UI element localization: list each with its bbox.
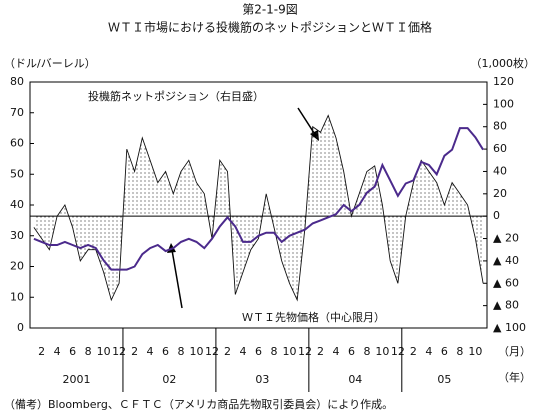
y-tick-label: 30 (10, 229, 24, 242)
x-tick-label: 2 (317, 345, 324, 358)
y2-tick-label: 40 (493, 164, 507, 177)
x-tick-label: 12 (205, 345, 219, 358)
x-tick-label: 12 (298, 345, 312, 358)
y2-tick-label: 100 (493, 97, 514, 110)
x-tick-label: 4 (425, 345, 432, 358)
x-tick-label: 8 (363, 345, 370, 358)
y-tick-label: 20 (10, 260, 24, 273)
note: （備考）Bloomberg、ＣＦＴＣ（アメリカ商品先物取引委員会）により作成。 (4, 397, 393, 411)
x-tick-label: 2 (131, 345, 138, 358)
x-tick-label: 6 (69, 345, 76, 358)
series-line (33, 114, 484, 302)
y2-tick-label: 60 (493, 142, 507, 155)
group-label: 04 (348, 373, 362, 386)
x-tick-label: 12 (112, 345, 126, 358)
y-tick-label: 70 (10, 106, 24, 119)
x-tick-label: 12 (391, 345, 405, 358)
x-tick-label: 6 (441, 345, 448, 358)
group-unit: （年） (498, 370, 531, 384)
annotation: ＷＴＩ先物価格（中心限月） (242, 310, 385, 324)
x-tick-label: 4 (54, 345, 61, 358)
x-tick-label: 10 (468, 345, 482, 358)
x-tick-label: 8 (85, 345, 92, 358)
arrow (171, 249, 183, 309)
position-area (33, 115, 484, 300)
group-label: 2001 (62, 373, 90, 386)
x-tick-label: 2 (224, 345, 231, 358)
y2-tick-label: ▲ 60 (493, 276, 519, 289)
annotation: 投機筋ネットポジション（右目盛） (88, 89, 264, 103)
x-tick-label: 6 (348, 345, 355, 358)
y2-tick-label: ▲ 40 (493, 254, 519, 267)
y2-tick-label: 120 (493, 75, 514, 88)
y-tick-label: 50 (10, 167, 24, 180)
y-tick-label: 40 (10, 198, 24, 211)
x-tick-label: 8 (270, 345, 277, 358)
x-tick-label: 6 (162, 345, 169, 358)
y-axis-label: （ドル/バーレル） (4, 57, 96, 70)
y-tick-label: 10 (10, 290, 24, 303)
group-label: 02 (162, 373, 176, 386)
x-tick-label: 4 (332, 345, 339, 358)
x-tick-label: 2 (38, 345, 45, 358)
x-tick-label: 4 (147, 345, 154, 358)
y2-tick-label: ▲ 80 (493, 299, 519, 312)
y2-tick-label: 80 (493, 120, 507, 133)
x-tick-label: 4 (240, 345, 247, 358)
x-tick-label: 8 (178, 345, 185, 358)
chart-subtitle: ＷＴＩ市場における投機筋のネットポジションとＷＴＩ価格 (108, 20, 432, 35)
x-tick-label: 8 (456, 345, 463, 358)
y-tick-label: 0 (17, 321, 24, 334)
x-tick-label: 2 (410, 345, 417, 358)
y2-tick-label: ▲ 100 (493, 321, 526, 334)
x-tick-label: 10 (282, 345, 296, 358)
x-tick-label: 10 (375, 345, 389, 358)
group-label: 05 (437, 373, 451, 386)
y-tick-label: 80 (10, 75, 24, 88)
x-tick-label: 10 (97, 345, 111, 358)
y2-tick-label: 0 (493, 209, 500, 222)
x-tick-label: 6 (255, 345, 262, 358)
y2-tick-label: ▲ 20 (493, 232, 519, 245)
group-label: 03 (255, 373, 269, 386)
series-line (33, 127, 484, 271)
chart-title: 第2-1-9図 (242, 3, 298, 17)
x-unit: （月） (498, 345, 531, 358)
y-tick-label: 60 (10, 137, 24, 150)
x-tick-label: 10 (190, 345, 204, 358)
y2-tick-label: 20 (493, 187, 507, 200)
y2-axis-label: （1,000枚） (471, 56, 536, 70)
